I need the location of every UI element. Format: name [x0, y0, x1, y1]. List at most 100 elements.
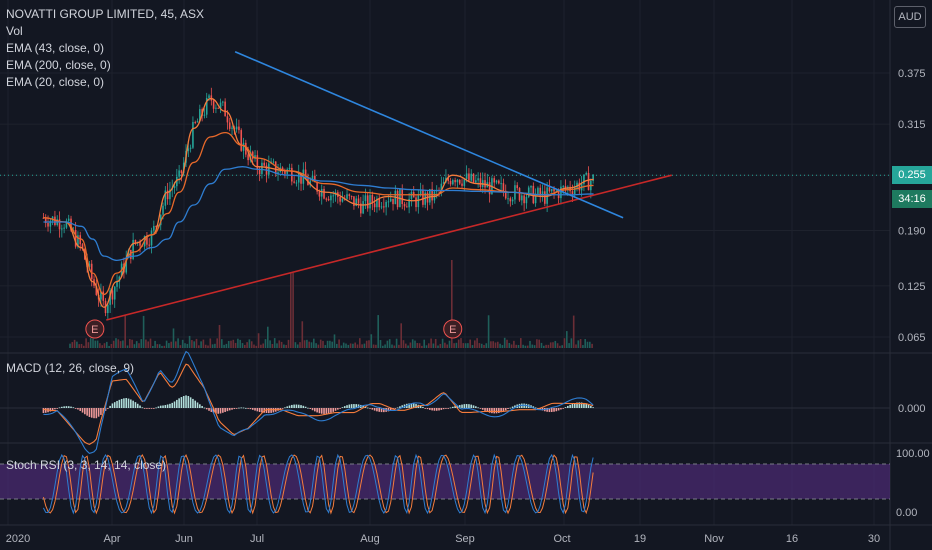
volume-bar — [149, 338, 152, 348]
macd-label[interactable]: MACD (12, 26, close, 9) — [6, 361, 135, 375]
volume-bar — [133, 344, 136, 348]
volume-bar — [110, 344, 113, 348]
volume-bar — [112, 340, 115, 348]
macd-hist-bar — [341, 407, 344, 409]
macd-hist-bar — [449, 407, 452, 409]
macd-hist-bar — [199, 404, 201, 408]
indicator-vol[interactable]: Vol — [6, 24, 23, 38]
macd-hist-bar — [343, 406, 346, 408]
macd-hist-bar — [307, 407, 309, 409]
volume-bar — [216, 338, 218, 348]
volume-bar — [570, 338, 573, 348]
candle-body — [297, 172, 300, 183]
macd-hist-bar — [502, 408, 505, 412]
macd-hist-bar — [72, 407, 75, 409]
candle-body — [371, 194, 374, 204]
time-tick-label: Apr — [103, 533, 120, 545]
macd-hist-bar — [54, 408, 56, 410]
candle-body — [203, 114, 206, 116]
macd-hist-bar — [378, 408, 381, 412]
macd-hist-bar — [357, 404, 360, 408]
time-tick-label: 2020 — [6, 533, 30, 545]
candle-body — [488, 182, 491, 195]
candle-body — [316, 182, 318, 192]
volume-bar — [407, 345, 409, 348]
candle-body — [592, 174, 594, 181]
candle-body — [295, 182, 298, 184]
macd-hist-bar — [171, 402, 174, 408]
volume-bar — [499, 343, 501, 348]
volume-bar — [421, 345, 423, 348]
macd-hist-bar — [233, 408, 236, 410]
trendlines — [106, 50, 672, 321]
macd-hist-bar — [550, 408, 553, 412]
volume-bar — [377, 315, 379, 348]
volume-bar — [345, 343, 347, 348]
macd-hist-bar — [212, 408, 215, 413]
volume-bar — [135, 341, 138, 348]
macd-hist-bar — [297, 404, 300, 408]
volume-bar — [524, 345, 527, 348]
volume-bar — [340, 345, 343, 348]
indicator-ema-200[interactable]: EMA (200, close, 0) — [6, 58, 111, 72]
indicator-ema-20[interactable]: EMA (20, close, 0) — [6, 75, 105, 89]
candle-body — [539, 187, 542, 196]
volume-bar — [303, 340, 306, 348]
candle-body — [415, 197, 417, 208]
candle-body — [541, 191, 544, 196]
stoch-rsi-label[interactable]: Stoch RSI (3, 3, 14, 14, close) — [6, 458, 167, 472]
volume-bar — [510, 344, 513, 348]
volume-bar — [161, 345, 163, 348]
candle-body — [571, 191, 574, 195]
macd-hist-bar — [180, 397, 183, 408]
volume-bar — [522, 344, 524, 348]
candle-body — [360, 203, 362, 214]
macd-hist-bar — [373, 408, 376, 411]
macd-hist-bar — [557, 408, 560, 411]
candle-body — [249, 151, 252, 161]
macd-hist-bar — [555, 408, 558, 412]
candle-body — [530, 185, 532, 188]
volume-bar — [405, 343, 407, 348]
volume-bar — [200, 341, 202, 348]
candle-body — [79, 235, 82, 245]
macd-hist-bar — [479, 408, 482, 409]
currency-badge[interactable]: AUD — [894, 6, 926, 28]
volume-bar — [232, 339, 235, 348]
volume-bar — [89, 338, 92, 348]
macd-hist-bar — [270, 408, 272, 413]
macd-hist-bar — [435, 408, 438, 411]
candle-body — [573, 187, 576, 195]
macd-hist-bar — [95, 408, 98, 419]
volume-bar — [117, 339, 120, 348]
macd-hist-bar — [330, 408, 332, 413]
candle-body — [376, 198, 378, 208]
macd-hist-bar — [84, 408, 86, 415]
candle-body — [320, 188, 323, 197]
volume-bar — [271, 344, 274, 348]
macd-hist-bar — [580, 402, 583, 408]
macd-hist-bar — [567, 405, 569, 408]
indicator-ema-43[interactable]: EMA (43, close, 0) — [6, 41, 105, 55]
volume-bar — [184, 343, 186, 348]
candle-body — [410, 192, 413, 199]
volume-bar — [170, 341, 172, 348]
candle-body — [192, 122, 194, 148]
volume-bar — [526, 345, 529, 348]
volume-bar — [437, 345, 439, 348]
candle-body — [281, 167, 284, 171]
candle-body — [274, 161, 277, 174]
volume-bar — [221, 339, 223, 348]
macd-hist-bar — [146, 408, 148, 409]
volume-bar — [273, 338, 276, 348]
volume-bar — [430, 338, 432, 348]
candle-body — [77, 235, 79, 247]
macd-hist-bar — [511, 406, 514, 408]
macd-hist-bar — [235, 408, 238, 409]
macd-hist-bar — [109, 405, 111, 408]
macd-hist-bar — [355, 404, 358, 408]
candle-body — [111, 290, 114, 300]
volume-bar — [329, 340, 331, 348]
volume-bar — [195, 338, 198, 348]
